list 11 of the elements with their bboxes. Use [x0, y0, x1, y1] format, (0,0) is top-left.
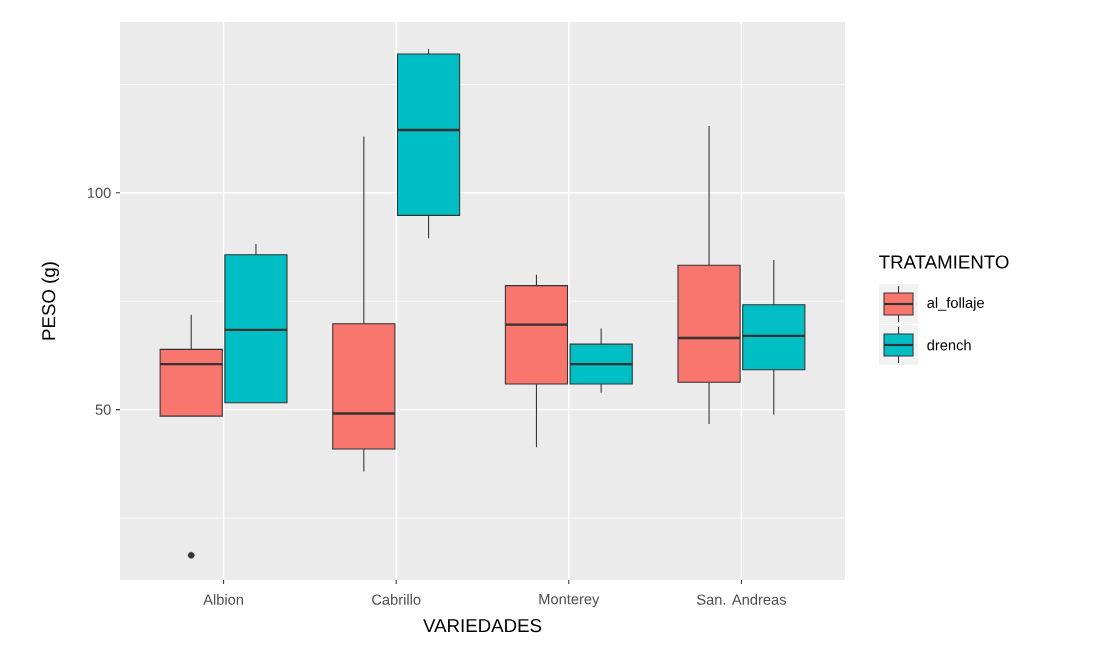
y-tick-label: 50 — [95, 404, 111, 415]
y-tick-label: 100 — [87, 187, 111, 199]
x-tick-label: Cabrillo — [372, 594, 421, 605]
x-tick-label: Albion — [203, 594, 243, 605]
y-axis-title: PESO (g) — [41, 262, 59, 340]
x-axis-title: VARIEDADES — [423, 618, 542, 633]
x-tick-label: Monterey — [539, 594, 600, 608]
legend-label: drench — [927, 339, 971, 351]
legend-label: al_follaje — [927, 297, 984, 311]
legend-title: TRATAMIENTO — [879, 255, 1009, 269]
x-tick-label: San. Andreas — [696, 594, 786, 605]
